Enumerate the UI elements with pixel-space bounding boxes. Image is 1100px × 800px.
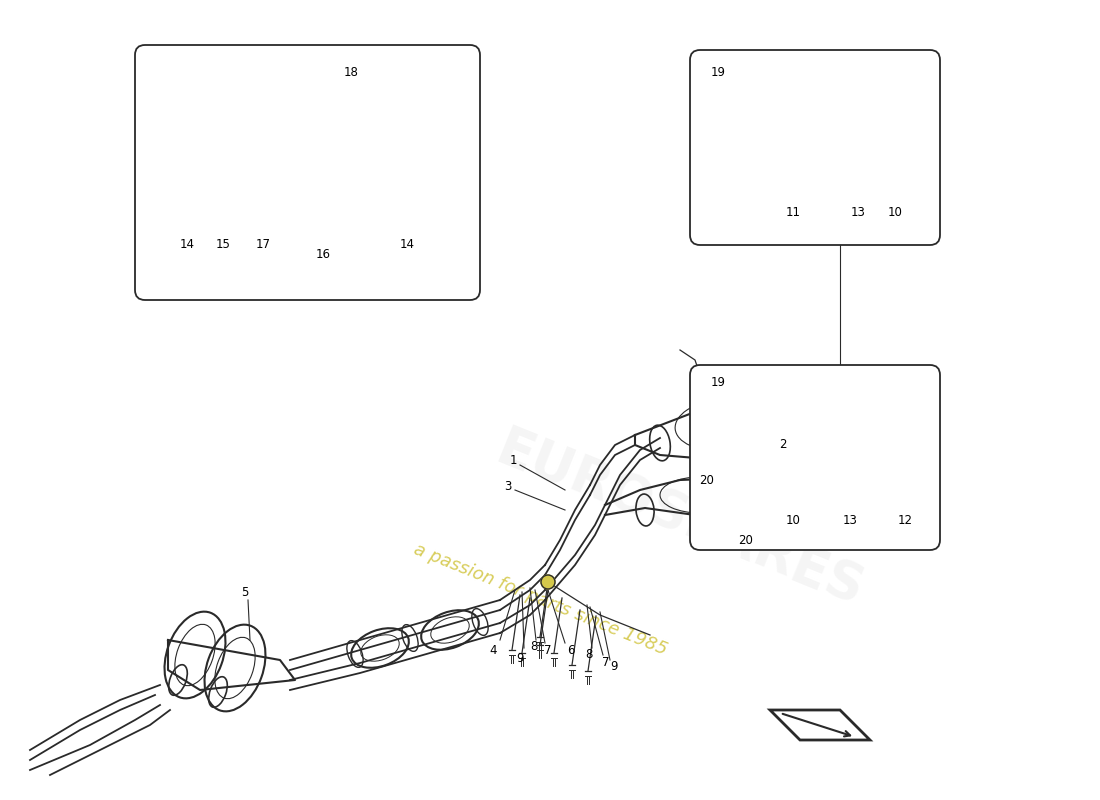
Text: 5: 5 <box>241 586 249 598</box>
Text: 12: 12 <box>898 514 913 526</box>
Text: 19: 19 <box>711 377 726 390</box>
Text: EUROSPARES: EUROSPARES <box>488 422 871 618</box>
Text: 14: 14 <box>179 238 195 251</box>
Text: 13: 13 <box>850 206 866 219</box>
Text: 7: 7 <box>603 655 609 669</box>
Text: 1: 1 <box>509 454 517 466</box>
FancyBboxPatch shape <box>690 365 940 550</box>
Text: 20: 20 <box>738 534 754 546</box>
Text: 10: 10 <box>888 206 902 219</box>
Text: 15: 15 <box>216 238 230 251</box>
Text: 9: 9 <box>610 661 618 674</box>
FancyBboxPatch shape <box>690 50 940 245</box>
Text: 8: 8 <box>585 649 593 662</box>
Text: 6: 6 <box>568 645 574 658</box>
Text: 2: 2 <box>779 438 786 451</box>
Text: 11: 11 <box>785 206 801 219</box>
Text: 17: 17 <box>255 238 271 251</box>
FancyBboxPatch shape <box>135 45 480 300</box>
Text: 16: 16 <box>316 249 330 262</box>
Text: 10: 10 <box>785 514 801 526</box>
Text: 18: 18 <box>343 66 359 78</box>
Text: 8: 8 <box>530 641 538 654</box>
Text: 13: 13 <box>843 514 857 526</box>
Text: 9: 9 <box>516 651 524 665</box>
Text: 14: 14 <box>399 238 415 251</box>
Circle shape <box>541 575 556 589</box>
Text: 20: 20 <box>700 474 714 486</box>
Text: 19: 19 <box>711 66 726 78</box>
Text: 4: 4 <box>490 645 497 658</box>
Text: 7: 7 <box>544 645 552 658</box>
Text: 3: 3 <box>504 481 512 494</box>
Text: a passion for parts since 1985: a passion for parts since 1985 <box>410 541 670 659</box>
